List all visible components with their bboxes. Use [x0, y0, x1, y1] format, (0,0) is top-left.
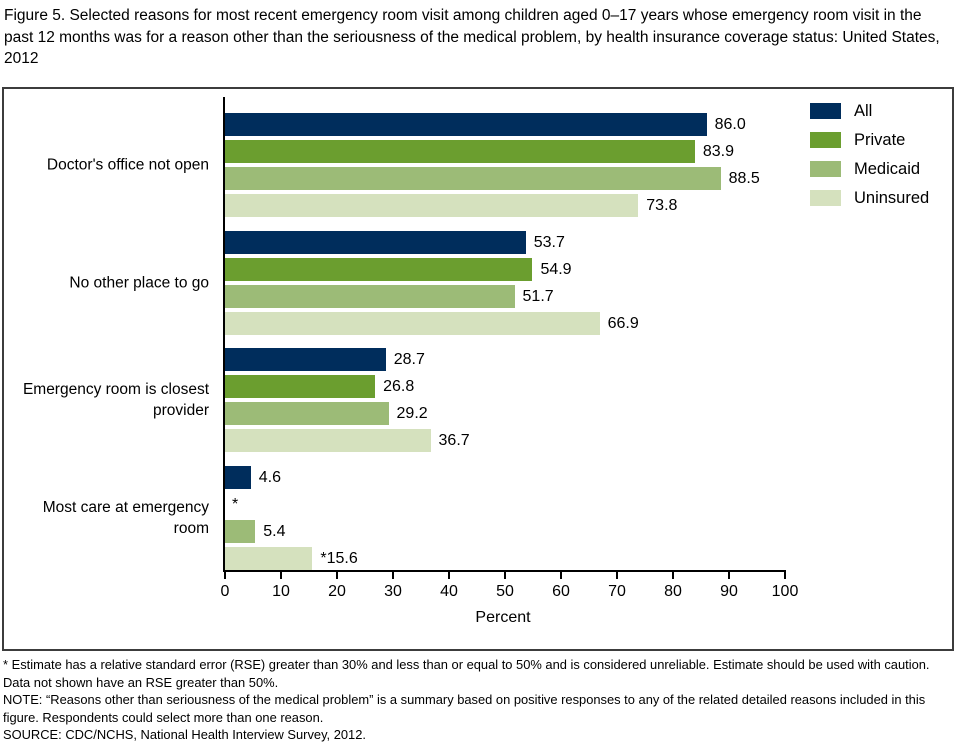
bar-value-label: 26.8 — [383, 378, 415, 395]
category-label: No other place to go — [69, 274, 209, 291]
bar-value-label: 5.4 — [263, 522, 286, 540]
x-axis-tick — [224, 570, 226, 579]
footnote-asterisk: * Estimate has a relative standard error… — [3, 657, 930, 690]
x-axis-tick-label: 50 — [496, 583, 514, 600]
legend-item: Medicaid — [810, 161, 929, 177]
chart-area: Doctor's office not open No other place t… — [4, 89, 952, 649]
legend-label: All — [854, 102, 873, 120]
bar-medicaid — [225, 284, 515, 308]
bar-medicaid — [225, 519, 256, 543]
legend-label: Private — [854, 131, 906, 149]
bar-value-label: 36.7 — [438, 432, 470, 449]
legend: All Private Medicaid Uninsured — [810, 103, 929, 219]
bar-medicaid — [225, 402, 389, 425]
bar-all — [225, 465, 251, 489]
legend-item: Private — [810, 132, 929, 148]
bar-all — [225, 348, 386, 371]
legend-label: Medicaid — [854, 160, 921, 178]
bar-value-label: 73.8 — [646, 197, 678, 214]
figure-title: Figure 5. Selected reasons for most rece… — [4, 7, 940, 67]
bar-value-label: 54.9 — [540, 260, 572, 278]
bar-value-label: 66.9 — [607, 314, 639, 332]
bar-medicaid — [225, 167, 721, 190]
bar-value-label: 86.0 — [714, 116, 746, 133]
x-axis-tick — [784, 570, 786, 579]
x-axis-tick — [616, 570, 618, 579]
x-axis-tick — [672, 570, 674, 579]
x-axis-tick-label: 30 — [384, 583, 402, 600]
bar-all — [225, 230, 526, 254]
bar-value-label: 53.7 — [533, 233, 565, 251]
x-axis-tick — [336, 570, 338, 579]
x-axis-tick-label: 70 — [608, 583, 626, 600]
bar-value-label: 4.6 — [258, 468, 281, 486]
category-label: Most care at emergency room — [42, 498, 209, 537]
chart-frame: Doctor's office not open No other place t… — [2, 87, 954, 651]
x-axis-tick-label: 100 — [771, 583, 799, 600]
bar-private — [225, 375, 376, 398]
bar-private — [225, 257, 533, 281]
x-axis-title: Percent — [475, 609, 531, 626]
x-axis-tick-label: 90 — [720, 583, 738, 600]
bar-value-label: 28.7 — [393, 351, 425, 368]
bar-value-label: *15.6 — [320, 549, 358, 567]
bar-value-label: * — [232, 495, 239, 513]
category-axis: Doctor's office not open No other place t… — [4, 97, 209, 570]
legend-swatch — [810, 161, 841, 177]
x-axis-tick-label: 20 — [328, 583, 346, 600]
footnotes: * Estimate has a relative standard error… — [3, 656, 957, 744]
category-label: Doctor's office not open — [46, 156, 209, 174]
bar-uninsured — [225, 194, 639, 217]
plot-area: 86.0 83.9 88.5 73.8 53.7 54.9 51.7 66.9 28.7 26.8… — [221, 97, 798, 600]
x-axis-tick-label: 40 — [440, 583, 458, 600]
bar-value-label: 83.9 — [702, 143, 734, 160]
x-axis-tick-label: 0 — [220, 583, 230, 600]
footnote-source: SOURCE: CDC/NCHS, National Health Interv… — [3, 727, 366, 743]
bar-uninsured — [225, 311, 600, 335]
legend-item: Uninsured — [810, 190, 929, 206]
x-axis-tick-label: 60 — [552, 583, 570, 600]
x-axis-tick — [448, 570, 450, 579]
x-axis-tick — [560, 570, 562, 579]
footnote-note: NOTE: “Reasons other than seriousness of… — [3, 692, 926, 725]
legend-label: Uninsured — [854, 189, 930, 207]
bar-value-label: 88.5 — [728, 170, 760, 187]
x-axis-tick — [392, 570, 394, 579]
category-label: Emergency room is closest provider — [22, 381, 209, 419]
x-axis-tick-label: 10 — [272, 583, 290, 600]
bar-all — [225, 113, 707, 136]
bar-value-label: 29.2 — [396, 405, 428, 422]
legend-swatch — [810, 103, 841, 119]
bar-uninsured — [225, 546, 313, 570]
x-axis-tick — [504, 570, 506, 579]
legend-swatch — [810, 190, 841, 206]
bar-private — [225, 140, 695, 163]
x-axis-tick-label: 80 — [664, 583, 682, 600]
legend-swatch — [810, 132, 841, 148]
bar-uninsured — [225, 429, 431, 452]
bar-value-label: 51.7 — [522, 287, 554, 305]
x-axis-tick — [728, 570, 730, 579]
x-axis-tick — [280, 570, 282, 579]
legend-item: All — [810, 103, 929, 119]
